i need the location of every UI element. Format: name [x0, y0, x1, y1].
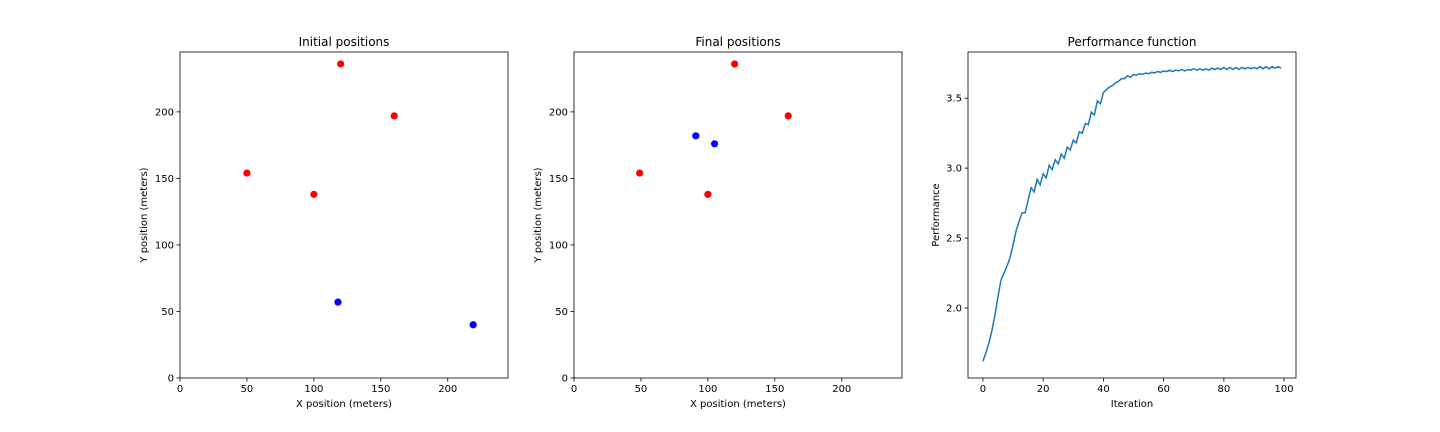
x-axis-label: Iteration: [1111, 399, 1153, 410]
y-tick-label: 200: [155, 107, 174, 118]
y-tick-label: 2.0: [946, 304, 962, 315]
y-tick-label: 0: [168, 374, 174, 385]
red-point-2: [636, 169, 644, 177]
red-point-3: [310, 190, 318, 198]
y-tick-label: 50: [161, 307, 174, 318]
x-tick-label: 100: [698, 384, 717, 395]
panel-final: 0 50 100 150 200 0 50 100 150 200 Final positions X…: [533, 35, 903, 410]
y-tick-label: 3.0: [946, 164, 962, 175]
blue-point-1: [469, 321, 477, 329]
performance-line: [982, 65, 1282, 362]
plot-frame: [967, 51, 1297, 379]
x-tick-label: 50: [241, 384, 254, 395]
x-axis-label: X position (meters): [296, 399, 392, 410]
y-tick-label: 3.5: [946, 94, 962, 105]
x-tick-label: 150: [371, 384, 390, 395]
x-tick-label: 40: [1097, 384, 1110, 395]
x-tick-label: 200: [832, 384, 851, 395]
x-axis-label: X position (meters): [690, 399, 786, 410]
y-tick-label: 150: [155, 174, 174, 185]
red-point-0: [337, 60, 345, 68]
chart-title: Initial positions: [299, 35, 390, 49]
y-tick-label: 50: [555, 307, 568, 318]
red-point-3: [704, 190, 712, 198]
red-point-1: [784, 112, 792, 120]
blue-point-0: [692, 132, 700, 140]
y-tick-label: 2.5: [946, 234, 962, 245]
panel-initial: 0 50 100 150 200 0 50 100 150 200 Initial position…: [139, 35, 509, 410]
chart-title: Final positions: [695, 35, 780, 49]
y-tick-label: 0: [562, 374, 568, 385]
y-axis-label: Y position (meters): [139, 167, 150, 263]
x-tick-label: 100: [304, 384, 323, 395]
plot-frame: [573, 51, 903, 379]
blue-point-0: [334, 298, 342, 306]
x-tick-label: 150: [765, 384, 784, 395]
y-axis-label: Performance: [931, 183, 942, 246]
x-tick-label: 0: [980, 384, 986, 395]
chart-title: Performance function: [1068, 35, 1197, 49]
red-point-1: [390, 112, 398, 120]
x-tick-label: 60: [1157, 384, 1170, 395]
x-tick-label: 50: [635, 384, 648, 395]
x-tick-label: 200: [438, 384, 457, 395]
y-tick-label: 100: [155, 240, 174, 251]
x-tick-label: 20: [1037, 384, 1050, 395]
x-tick-label: 80: [1217, 384, 1230, 395]
y-tick-label: 150: [549, 174, 568, 185]
red-point-2: [243, 169, 251, 177]
x-tick-label: 100: [1275, 384, 1294, 395]
y-tick-label: 200: [549, 107, 568, 118]
red-point-0: [731, 60, 739, 68]
panel-performance: 0 20 40 60 80 100 2.0 2.5 3.0 3.5 Performance func…: [931, 35, 1297, 410]
x-tick-label: 0: [571, 384, 577, 395]
blue-point-1: [710, 140, 719, 148]
y-axis-label: Y position (meters): [533, 167, 544, 263]
plot-frame: [179, 51, 509, 379]
y-tick-label: 100: [549, 240, 568, 251]
x-tick-label: 0: [177, 384, 183, 395]
